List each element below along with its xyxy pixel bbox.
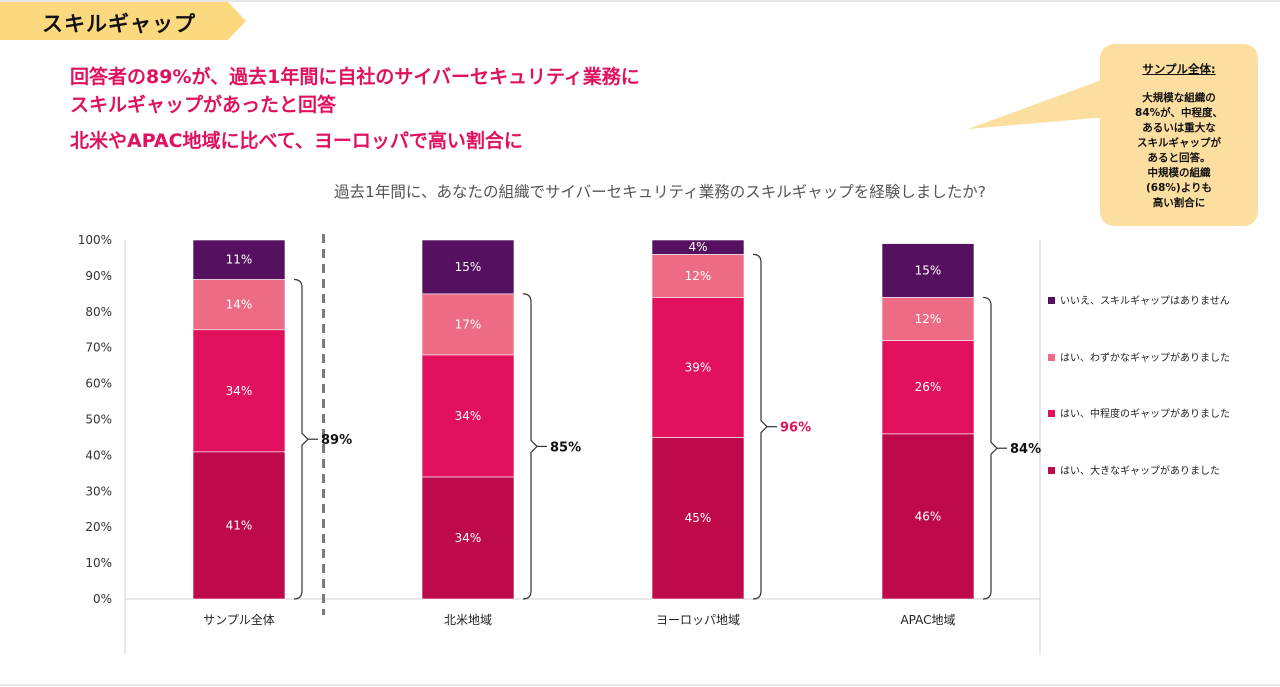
segment-value-label: 17% — [455, 317, 482, 331]
y-tick-label: 30% — [85, 484, 112, 498]
segment-value-label: 15% — [455, 260, 482, 274]
bar-segment — [192, 329, 286, 453]
bar-segment — [421, 293, 515, 356]
sample-callout: サンプル全体: 大規模な組織の 84%が、中程度、 あるいは重大な スキルギャッ… — [1100, 44, 1258, 226]
legend-label-no-gap: いいえ、スキルギャップはありません — [1060, 296, 1230, 307]
segment-value-label: 15% — [915, 264, 942, 278]
chart-title: 過去1年間に、あなたの組織でサイバーセキュリティ業務のスキルギャップを経験しまし… — [334, 183, 986, 201]
category-label: APAC地域 — [900, 613, 955, 627]
y-tick-label: 70% — [85, 341, 112, 355]
headline-line-2: スキルギャップがあったと回答 — [70, 94, 337, 116]
legend-swatch-large-gap — [1048, 467, 1055, 474]
segment-value-label: 46% — [915, 509, 942, 523]
y-tick-label: 20% — [85, 520, 112, 534]
section-tag: スキルギャップ — [0, 2, 246, 40]
y-tick-label: 60% — [85, 377, 112, 391]
bar-segment — [192, 451, 286, 600]
bar-segment — [881, 433, 975, 600]
bar-segment — [192, 239, 286, 280]
bar-segment — [881, 297, 975, 341]
segment-value-label: 34% — [455, 531, 482, 545]
y-tick-label: 10% — [85, 556, 112, 570]
bottom-rule — [0, 684, 1280, 686]
total-bracket — [293, 278, 309, 600]
legend-label-slight-gap: はい、わずかなギャップがありました — [1060, 353, 1230, 364]
segment-value-label: 45% — [685, 511, 712, 525]
segment-value-label: 26% — [915, 380, 942, 394]
headline-line-3: 北米やAPAC地域に比べて、ヨーロッパで高い割合に — [70, 130, 523, 152]
legend-item-no-gap: いいえ、スキルギャップはありません — [1048, 292, 1230, 307]
y-tick-label: 90% — [85, 269, 112, 283]
category-label: 北米地域 — [444, 613, 492, 627]
bar-segment — [651, 254, 745, 298]
y-tick-label: 100% — [78, 233, 112, 247]
legend-swatch-moderate-gap — [1048, 410, 1055, 417]
yes-total-label: 89% — [321, 433, 352, 448]
bar-segment — [651, 239, 745, 255]
bar-segment — [421, 354, 515, 478]
yes-total-label: 96% — [780, 421, 811, 436]
bar-segment — [651, 437, 745, 600]
category-label: ヨーロッパ地域 — [656, 613, 740, 627]
legend-item-large-gap: はい、大きなギャップがありました — [1048, 462, 1220, 477]
segment-value-label: 4% — [688, 240, 707, 254]
callout-title: サンプル全体: — [1142, 62, 1216, 76]
bar-segment — [651, 297, 745, 438]
section-tag-label: スキルギャップ — [42, 12, 196, 36]
segment-value-label: 14% — [226, 298, 253, 312]
segment-value-label: 34% — [455, 409, 482, 423]
bar-segment — [881, 243, 975, 298]
total-bracket — [982, 296, 998, 600]
legend-swatch-no-gap — [1048, 297, 1055, 304]
bar-segment — [421, 239, 515, 295]
y-tick-label: 80% — [85, 305, 112, 319]
yes-total-label: 85% — [550, 440, 581, 455]
legend-label-large-gap: はい、大きなギャップがありました — [1060, 466, 1220, 477]
segment-value-label: 41% — [226, 518, 253, 532]
segment-value-label: 12% — [685, 269, 712, 283]
y-tick-label: 0% — [93, 592, 112, 606]
total-bracket — [522, 293, 538, 600]
segment-value-label: 34% — [226, 384, 253, 398]
yes-total-label: 84% — [1010, 442, 1041, 457]
bar-segment — [881, 340, 975, 435]
segment-value-label: 11% — [226, 253, 253, 267]
legend-item-moderate-gap: はい、中程度のギャップがありました — [1048, 405, 1230, 420]
legend-label-moderate-gap: はい、中程度のギャップがありました — [1060, 409, 1230, 420]
legend-item-slight-gap: はい、わずかなギャップがありました — [1048, 349, 1230, 364]
y-tick-label: 50% — [85, 413, 112, 427]
total-bracket — [752, 253, 768, 600]
headline-line-1: 回答者の89%が、過去1年間に自社のサイバーセキュリティ業務に — [70, 66, 640, 88]
top-rule — [0, 0, 1280, 2]
category-label: サンプル全体 — [203, 612, 275, 627]
bar-segment — [421, 476, 515, 600]
legend-swatch-slight-gap — [1048, 354, 1055, 361]
segment-value-label: 39% — [685, 360, 712, 374]
callout-body: 大規模な組織の 84%が、中程度、 あるいは重大な スキルギャップが あると回答… — [1135, 92, 1223, 209]
y-tick-label: 40% — [85, 448, 112, 462]
bar-segment — [192, 279, 286, 331]
segment-value-label: 12% — [915, 312, 942, 326]
